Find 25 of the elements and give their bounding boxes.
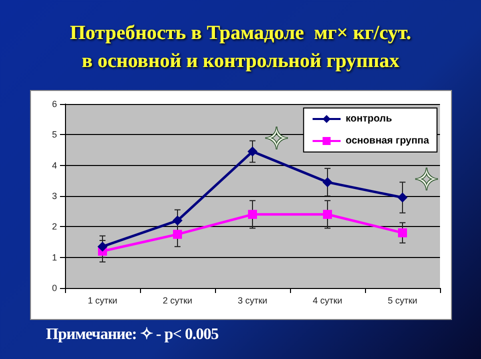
x-tick-label: 3 сутки — [238, 296, 268, 306]
point — [173, 230, 182, 239]
x-tick-label: 5 сутки — [388, 296, 418, 306]
x-tick-label: 1 сутки — [88, 296, 118, 306]
point — [323, 210, 332, 219]
text: Примечание: ✧ - p< 0.005 — [46, 325, 218, 344]
y-tick-label: 0 — [52, 283, 57, 293]
y-tick-label: 1 — [52, 252, 57, 262]
annotation: ✧ — [414, 163, 440, 198]
y-tick-label: 3 — [52, 191, 57, 201]
chart-title: Потребность в Трамадоле мг× кг/сут. в основной и контрольной группах — [70, 22, 412, 72]
point — [172, 216, 182, 226]
point — [398, 228, 407, 238]
legend-label: контроль — [346, 114, 392, 124]
y-tick-label: 2 — [52, 222, 57, 232]
point — [248, 210, 257, 219]
x-tick-label: 2 сутки — [162, 296, 192, 306]
point — [248, 146, 258, 157]
point — [398, 192, 408, 203]
legend-label: основная группа — [346, 136, 430, 146]
y-tick-label: 5 — [52, 130, 57, 140]
y-tick-label: 4 — [52, 160, 57, 170]
y-tick-label: 6 — [52, 99, 57, 109]
x-tick-label: 4 сутки — [312, 296, 342, 306]
point — [322, 177, 332, 188]
